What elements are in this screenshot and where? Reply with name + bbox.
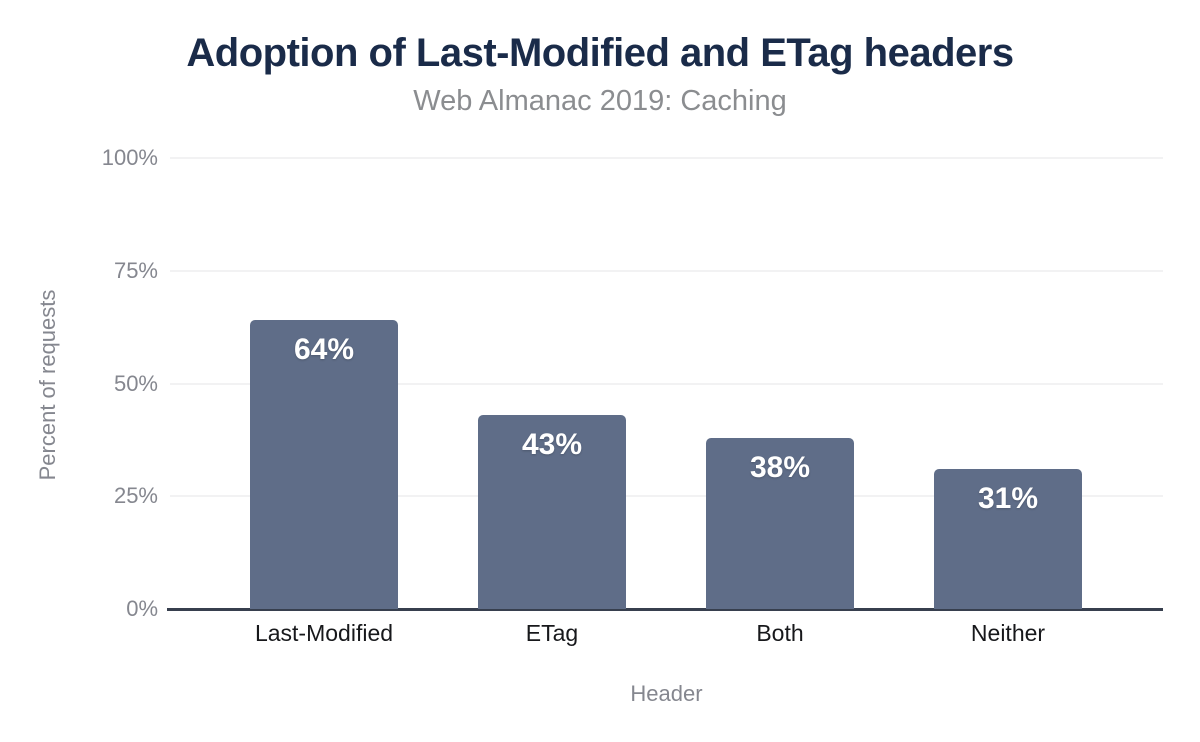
- y-tick-label-100: 100%: [101, 145, 158, 170]
- bar-etag[interactable]: 43%: [478, 415, 626, 609]
- bar-neither[interactable]: 31%: [934, 469, 1082, 609]
- x-category-label-both: Both: [756, 620, 804, 646]
- gridline-50: [170, 382, 1163, 385]
- y-tick-label-25: 25%: [113, 483, 158, 509]
- x-category-label-last-modified: Last-Modified: [254, 620, 394, 646]
- gridline-100: [170, 157, 1163, 159]
- bar-value-label-etag: 43%: [521, 428, 583, 461]
- bar-both[interactable]: 38%: [706, 438, 854, 609]
- x-category-label-neither: Neither: [970, 620, 1046, 646]
- y-tick-label-75: 75%: [113, 257, 158, 283]
- x-category-label-etag: ETag: [525, 620, 579, 646]
- y-tick-label-50: 50%: [113, 370, 158, 396]
- y-axis-title: Percent of requests: [35, 289, 60, 481]
- bar-value-label-both: 38%: [749, 451, 811, 484]
- gridline-75: [170, 269, 1163, 272]
- bar-value-label-last-modified: 64%: [293, 333, 355, 366]
- y-tick-label-0: 0%: [126, 596, 158, 621]
- chart-title: Adoption of Last-Modified and ETag heade…: [186, 31, 1014, 75]
- x-axis-title: Header: [630, 681, 703, 706]
- chart-subtitle: Web Almanac 2019: Caching: [413, 85, 787, 117]
- gridline-25: [170, 495, 1163, 498]
- bar-last-modified[interactable]: 64%: [250, 320, 398, 609]
- bar-value-label-neither: 31%: [977, 482, 1039, 515]
- x-axis-line: [167, 608, 1163, 611]
